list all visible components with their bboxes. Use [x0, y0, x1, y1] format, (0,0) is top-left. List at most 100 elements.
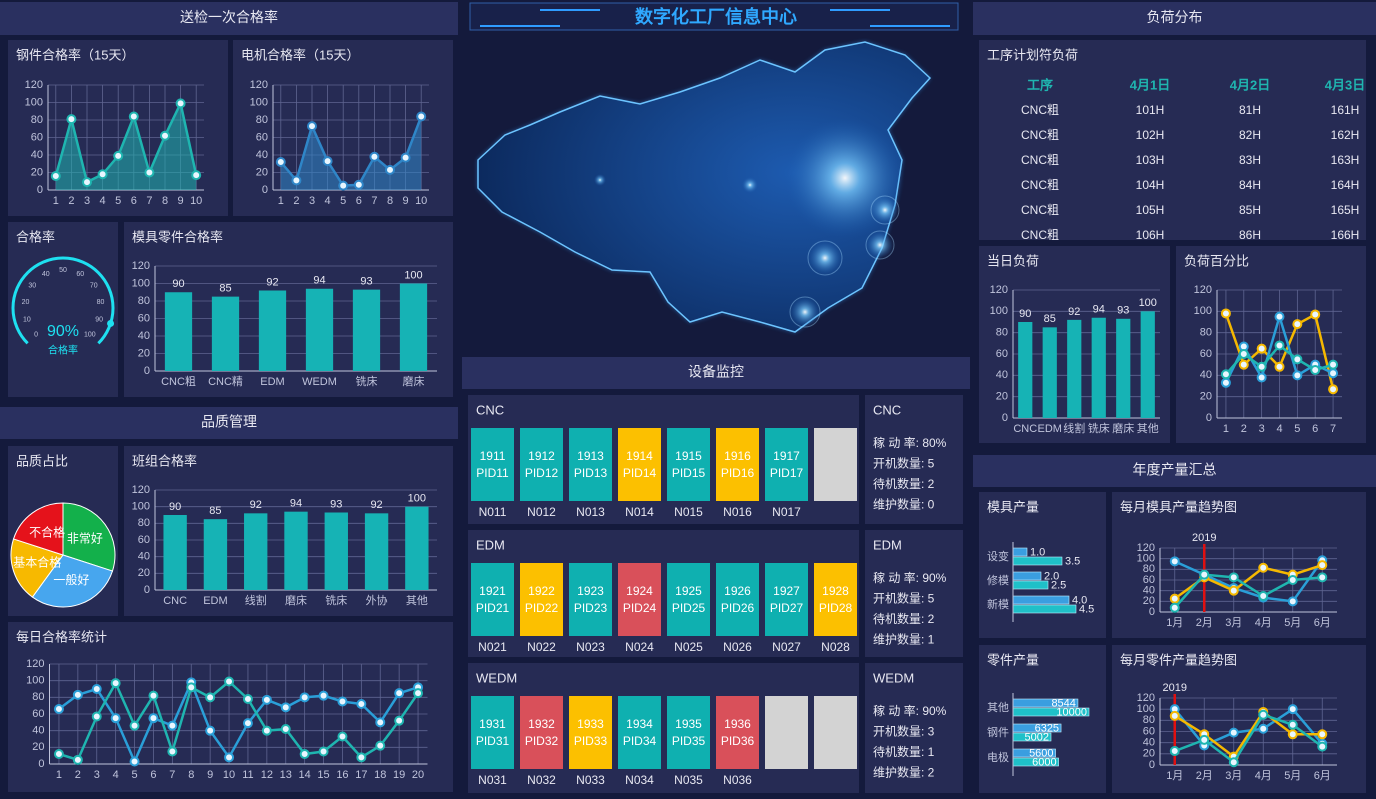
device-id: 1913 [577, 449, 604, 463]
device-pid: PID34 [623, 734, 657, 748]
point [1317, 729, 1328, 740]
x-tick-label: 6 [131, 195, 137, 207]
device-tile [814, 696, 857, 769]
point [1287, 719, 1298, 730]
bar-label: 1.0 [1030, 546, 1045, 558]
table-cell: CNC粗 [1021, 178, 1059, 192]
device-stat: 维护数量: 0 [873, 497, 935, 512]
x-tick-label: 1 [56, 769, 62, 781]
x-tick-label: EDM [203, 595, 227, 607]
point [1238, 359, 1249, 370]
load-table: 工序 4月1日 4月2日 4月3日 CNC粗 101H 81H 161H CNC粗 102H 82H… [1021, 77, 1365, 240]
x-tick-label: 16 [336, 769, 348, 781]
device-tile [716, 563, 759, 636]
y-tick-label: 60 [32, 708, 44, 720]
bar-label: 6000 [1032, 756, 1056, 768]
point [1310, 365, 1321, 375]
point [129, 720, 140, 731]
table-cell: CNC粗 [1021, 153, 1059, 167]
bar-label: 90 [169, 501, 181, 513]
point [1258, 562, 1269, 573]
x-tick-label: 17 [355, 769, 367, 781]
pie-slice [12, 502, 64, 556]
device-pid: PID33 [574, 734, 608, 748]
point [110, 678, 121, 689]
point [129, 756, 140, 767]
x-tick-label: 线割 [245, 593, 267, 607]
map [477, 41, 932, 333]
device-stat: 维护数量: 1 [873, 632, 935, 647]
device-code: N026 [723, 640, 752, 654]
device-id: 1922 [528, 584, 555, 598]
x-tick-label: CNC粗 [161, 375, 196, 388]
point [1328, 359, 1339, 370]
line [54, 99, 198, 184]
y-tick-label: 120 [26, 658, 44, 670]
device-code: N013 [576, 505, 605, 519]
device-stat: 开机数量: 5 [873, 591, 935, 606]
x-tick-label: 6月 [1314, 770, 1331, 782]
x-tick-label: 19 [393, 769, 405, 781]
x-tick-label: 磨床 [1112, 421, 1134, 435]
y-tick-label: 0 [37, 184, 43, 196]
point [1317, 560, 1328, 571]
section-header [973, 455, 1376, 487]
gauge-tick-label: 70 [90, 283, 98, 290]
device-code: N033 [576, 773, 605, 787]
y-tick-label: 20 [138, 347, 150, 359]
table-header: 4月1日 [1130, 77, 1170, 92]
point [1199, 569, 1210, 580]
device-pid: PID14 [623, 466, 657, 480]
mark-line-label: 2019 [1163, 682, 1187, 694]
device-id: 1931 [479, 717, 506, 731]
point [186, 682, 197, 693]
x-tick-label: 4 [325, 195, 331, 207]
panel-title: 当日负荷 [987, 253, 1039, 268]
y-tick-label: 100 [1137, 703, 1155, 715]
bar-label: 94 [313, 275, 325, 287]
pie-label: 基本合格 [13, 555, 61, 570]
gauge-tick-label: 90 [95, 317, 103, 324]
device-pid: PID31 [476, 734, 510, 748]
x-tick-label: 2 [1241, 423, 1247, 435]
y-tick-label: 40 [1143, 737, 1155, 749]
bar-label: 100 [408, 493, 426, 505]
device-code: N015 [674, 505, 703, 519]
device-tile [618, 563, 661, 636]
point [1317, 572, 1328, 583]
device-tile [814, 563, 857, 636]
point [224, 676, 235, 687]
point [353, 179, 364, 190]
device-id: 1934 [626, 717, 653, 731]
device-tile [471, 696, 514, 769]
device-code: N023 [576, 640, 605, 654]
device-stat: 待机数量: 1 [873, 744, 935, 759]
point [356, 699, 367, 709]
point [1169, 710, 1180, 721]
y-tick-label: 0 [1002, 412, 1008, 424]
device-pid: PID27 [770, 601, 804, 615]
y-tick-label: 100 [990, 305, 1008, 317]
x-tick-label: 2 [293, 195, 299, 207]
panel-title: 零件产量 [987, 652, 1039, 667]
device-tile [667, 563, 710, 636]
line [279, 116, 423, 187]
x-tick-label: 10 [190, 195, 202, 207]
point [1310, 309, 1321, 320]
y-tick-label: 20 [138, 567, 150, 579]
point [1292, 319, 1303, 330]
map-hotspot [742, 177, 758, 193]
bar-label: 94 [290, 498, 302, 510]
pie-slice [31, 554, 114, 608]
point [318, 746, 329, 757]
section-title: 设备监控 [688, 364, 744, 380]
table-cell: 101H [1136, 103, 1165, 117]
device-code: N017 [772, 505, 801, 519]
device-group-name: WEDM [873, 670, 914, 685]
device-id: 1924 [626, 584, 653, 598]
y-tick-label: 120 [25, 79, 43, 91]
x-tick-label: 铣床 [1088, 421, 1110, 435]
point [337, 731, 348, 742]
